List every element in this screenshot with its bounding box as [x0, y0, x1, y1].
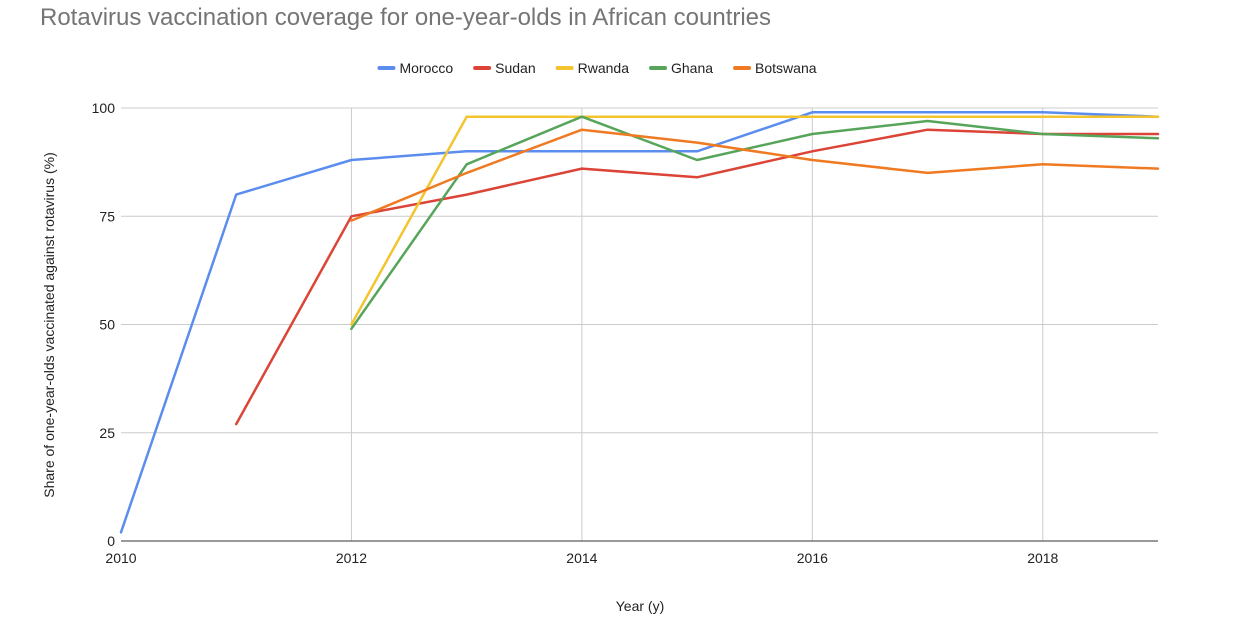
x-tick-label: 2012	[336, 550, 367, 566]
series-line-morocco	[119, 111, 1160, 534]
legend-label: Morocco	[399, 60, 453, 76]
y-tick-label: 50	[99, 317, 115, 333]
series-lines	[119, 111, 1160, 534]
series-line-ghana	[350, 115, 1160, 331]
x-tick-label: 2018	[1027, 550, 1058, 566]
x-tick-label: 2014	[566, 550, 597, 566]
axes: 0 25 50 75 100 2010 2012 2014 2016 2018	[92, 100, 1158, 566]
y-tick-label: 75	[99, 208, 115, 224]
legend-label: Botswana	[755, 60, 817, 76]
chart-title: Rotavirus vaccination coverage for one-y…	[40, 4, 772, 31]
x-axis-label: Year (y)	[616, 598, 665, 614]
x-tick-label: 2010	[105, 550, 136, 566]
grid-lines	[121, 107, 1158, 541]
legend-label: Ghana	[671, 60, 713, 76]
legend-label: Sudan	[495, 60, 535, 76]
legend-label: Rwanda	[578, 60, 630, 76]
legend: Morocco Sudan Rwanda Ghana Botswana	[377, 60, 817, 76]
series-line-rwanda	[350, 115, 1160, 326]
x-tick-label: 2016	[797, 550, 828, 566]
y-tick-label: 100	[92, 100, 116, 116]
y-tick-label: 25	[99, 425, 115, 441]
y-tick-label: 0	[107, 533, 115, 549]
series-line-botswana	[350, 128, 1160, 222]
series-line-sudan	[234, 128, 1160, 426]
y-axis-label: Share of one-year-olds vaccinated agains…	[41, 152, 57, 498]
